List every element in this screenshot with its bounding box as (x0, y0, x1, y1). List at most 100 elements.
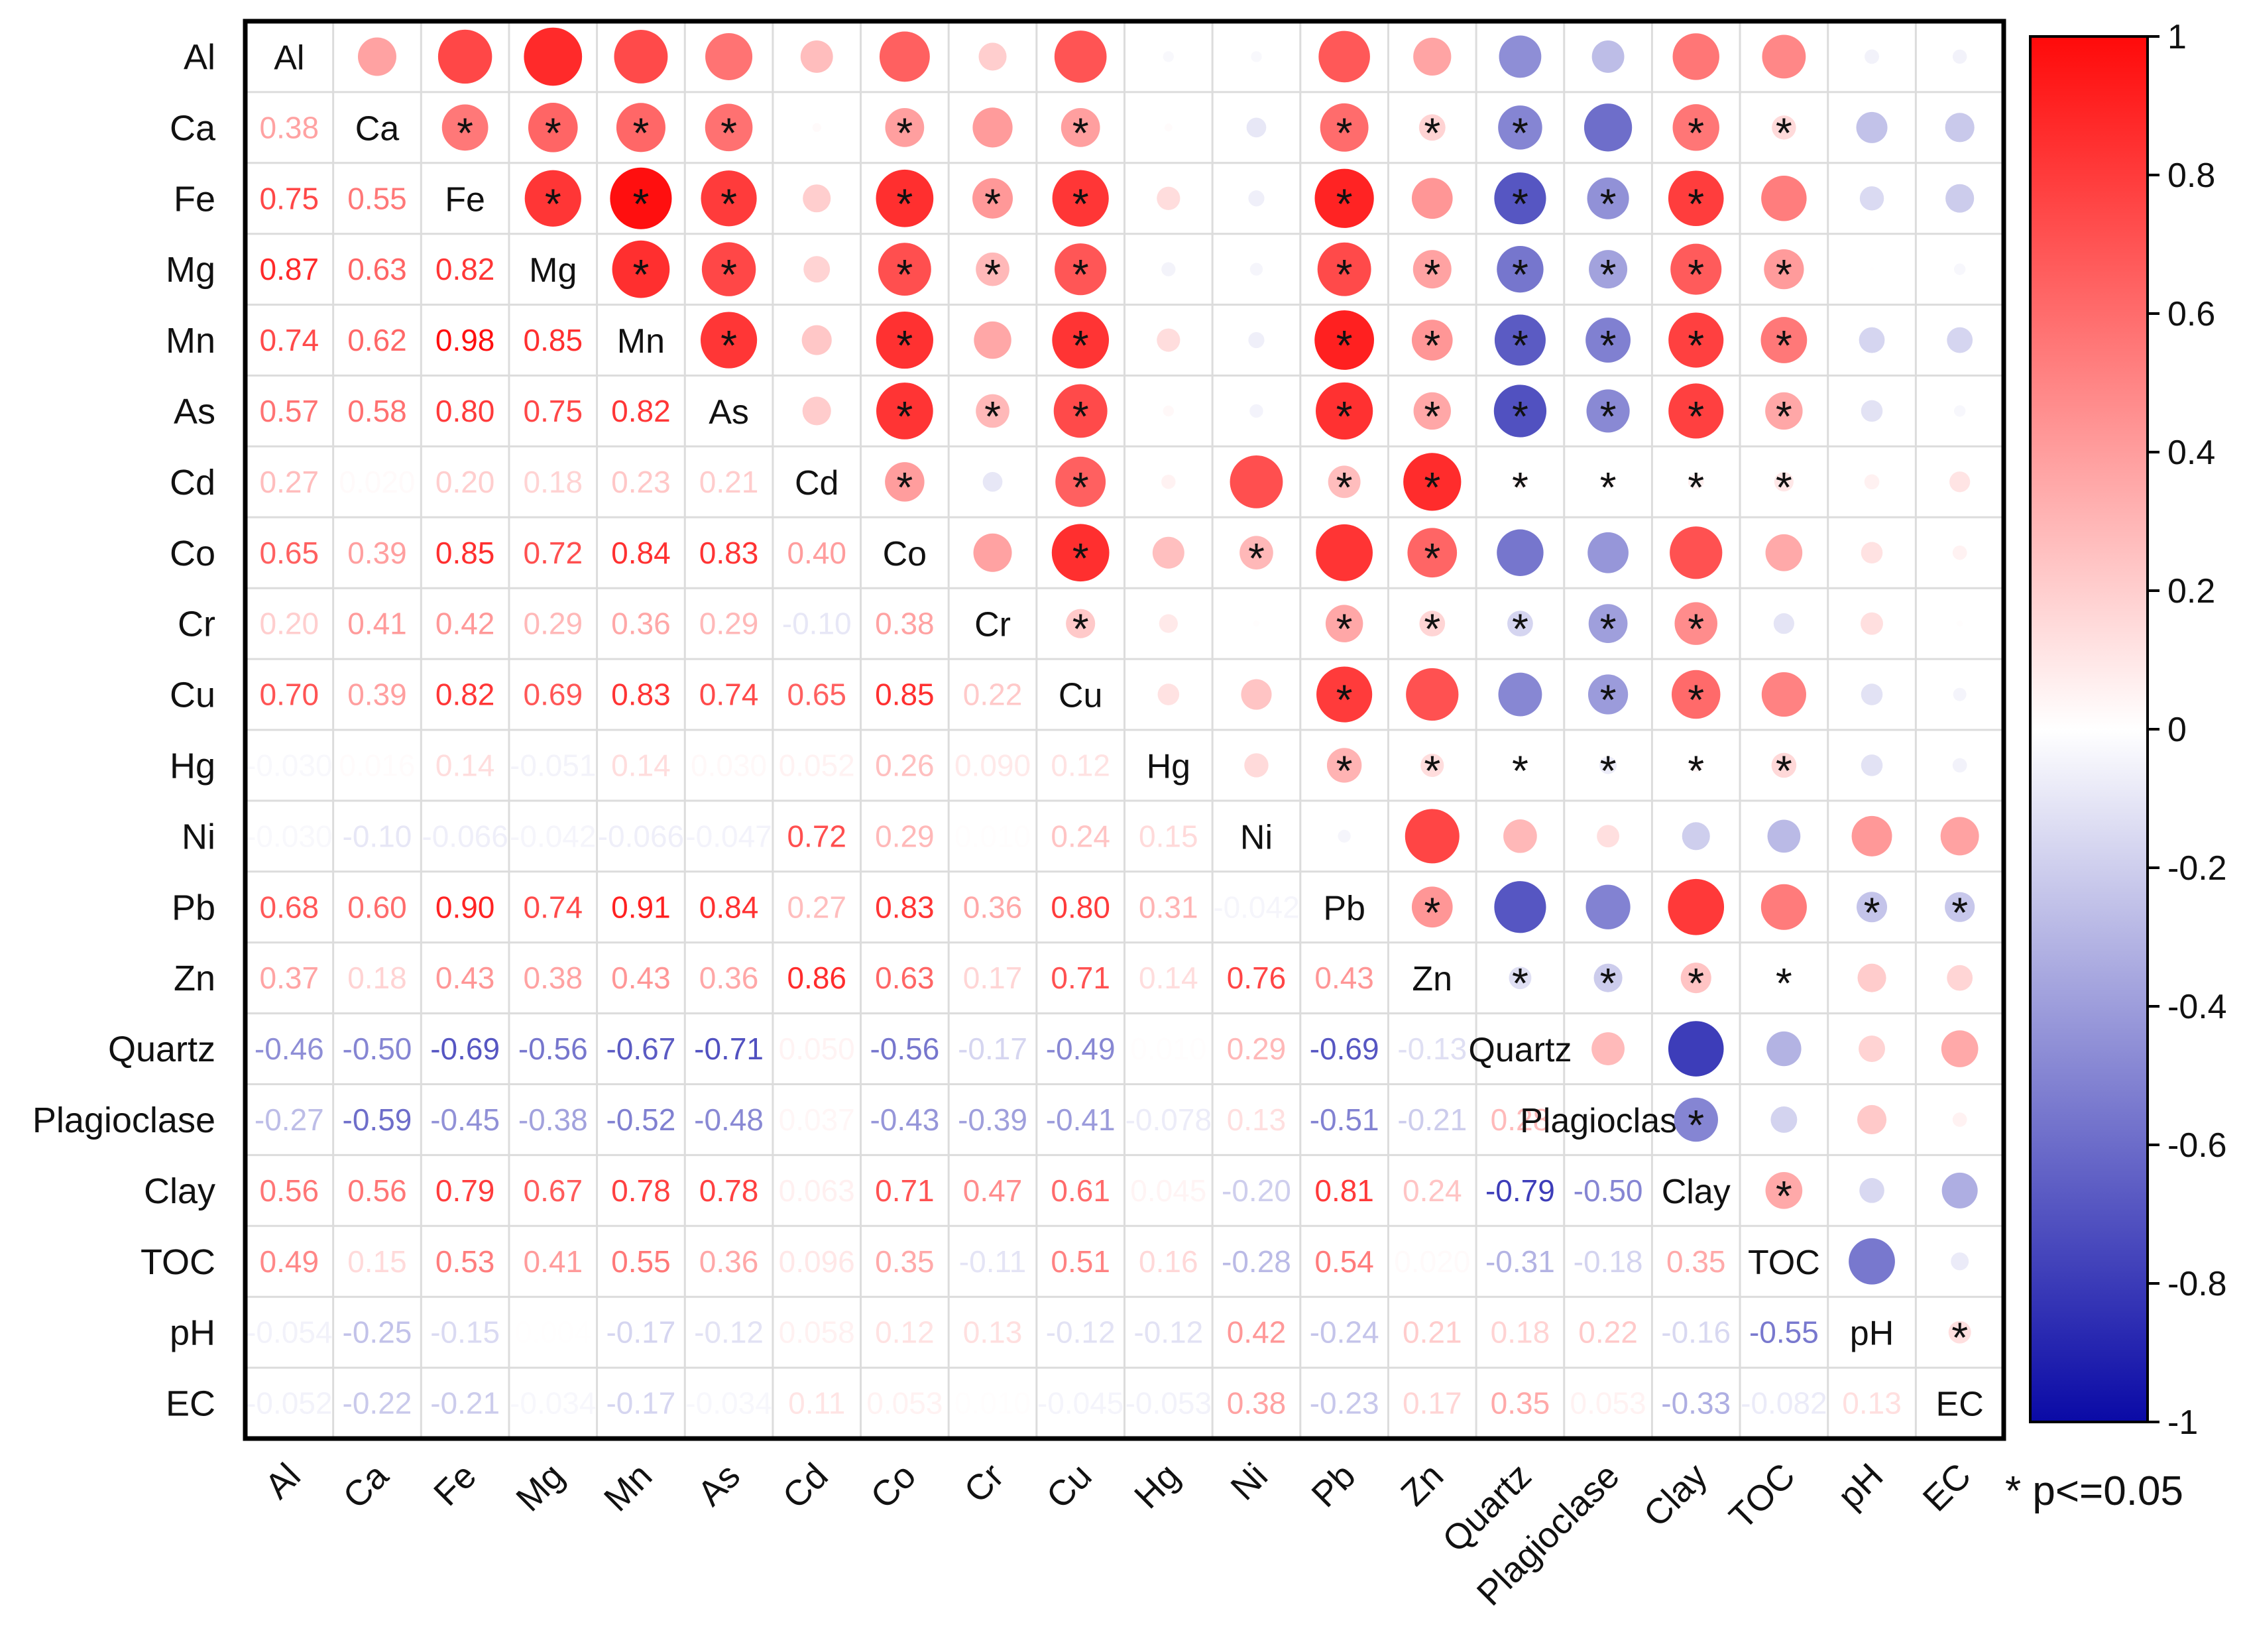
coef-Ni-Fe: -0.066 (422, 819, 508, 853)
circle-Mg-Mn (612, 240, 670, 298)
col-label-Co: Co (863, 1456, 923, 1516)
diagonal-label-Plagioclase: Plagioclase (1520, 1102, 1696, 1140)
sig-star-Cu-Pb: * (1336, 676, 1353, 724)
row-label-EC: EC (166, 1384, 215, 1424)
colorbar-label-2: 0.6 (2167, 295, 2215, 333)
circle-Plagioclase-EC (1952, 1112, 1967, 1127)
circle-Mn-Hg (1157, 328, 1180, 352)
sig-star-Mg-Quartz: * (1512, 251, 1528, 298)
coef-Plagioclase-Zn: -0.21 (1397, 1102, 1467, 1137)
sig-star-Mg-Co: * (896, 251, 913, 298)
circle-Co-Cu (1051, 524, 1110, 582)
circle-Pb-Quartz (1494, 881, 1546, 933)
coef-Plagioclase-Cu: -0.41 (1046, 1102, 1116, 1137)
circle-Co-Clay (1670, 526, 1723, 579)
sig-star-Mn-Quartz: * (1512, 322, 1528, 369)
coef-TOC-Mn: 0.55 (611, 1244, 671, 1279)
sig-star-Mn-Pb: * (1336, 322, 1353, 369)
circle-Mn-Quartz (1494, 314, 1546, 366)
coef-TOC-Clay: 0.35 (1666, 1244, 1726, 1279)
coef-Zn-Ni: 0.76 (1227, 961, 1287, 995)
diagonal-label-Cd: Cd (795, 464, 838, 502)
sig-star-Mn-Co: * (896, 322, 913, 369)
circle-Fe-Cd (803, 184, 831, 213)
circle-Cu-Ni (1241, 679, 1272, 710)
coef-Zn-Fe: 0.43 (435, 961, 495, 995)
circle-Al-EC (1952, 49, 1967, 64)
circle-Clay-pH (1859, 1178, 1884, 1203)
circle-Mn-Cr (974, 321, 1011, 359)
sig-star-Co-Cu: * (1072, 534, 1089, 582)
coef-Clay-Ca: 0.56 (347, 1173, 407, 1208)
sig-star-Zn-Plagioclase: * (1600, 959, 1617, 1007)
coef-Clay-Mn: 0.78 (611, 1173, 671, 1208)
coef-Cu-Mg: 0.69 (524, 678, 583, 712)
coef-Clay-Ni: -0.20 (1222, 1173, 1291, 1208)
sig-star-Ca-Fe: * (457, 109, 473, 156)
circle-Al-Zn (1413, 37, 1452, 76)
coef-EC-Clay: -0.33 (1661, 1386, 1731, 1421)
circle-As-EC (1954, 405, 1966, 417)
coef-Clay-Fe: 0.79 (435, 1173, 495, 1208)
circle-Ca-Zn (1418, 114, 1446, 141)
coef-pH-Plagioclase: 0.22 (1578, 1315, 1638, 1350)
sig-star-Ca-Mn: * (632, 109, 649, 156)
sig-star-Hg-Clay: * (1688, 746, 1704, 794)
sig-star-Fe-Plagioclase: * (1600, 180, 1617, 227)
circle-Clay-TOC (1765, 1172, 1803, 1209)
plot-frame (243, 19, 2006, 1441)
sig-star-Cr-Plagioclase: * (1600, 605, 1617, 653)
diagonal-label-Cu: Cu (1059, 677, 1102, 715)
circle-As-Pb (1316, 382, 1373, 440)
coef-TOC-Mg: 0.41 (524, 1244, 583, 1279)
diagonal-label-Ca: Ca (355, 109, 400, 148)
diagonal-label-pH: pH (1850, 1315, 1894, 1353)
circle-Al-Hg (1163, 51, 1174, 62)
circle-Plagioclase-Clay (1674, 1097, 1718, 1142)
circle-Quartz-pH (1859, 1035, 1885, 1063)
coef-pH-Cd: 0.058 (779, 1315, 855, 1350)
circle-Cd-Co (885, 462, 925, 502)
coef-pH-Al: -0.054 (246, 1315, 332, 1350)
coef-Plagioclase-Al: -0.27 (255, 1102, 324, 1137)
circle-Cu-Quartz (1498, 672, 1542, 717)
col-label-As: As (690, 1456, 748, 1513)
col-label-Ni: Ni (1223, 1456, 1275, 1507)
row-label-Cr: Cr (178, 605, 215, 644)
coef-Cu-Cd: 0.65 (787, 678, 846, 712)
row-label-Al: Al (184, 37, 215, 77)
coef-Plagioclase-As: -0.48 (694, 1102, 764, 1137)
sig-star-As-Plagioclase: * (1600, 392, 1617, 440)
circle-Co-Ni (1239, 536, 1273, 570)
coef-Cd-Al: 0.27 (260, 465, 319, 499)
circle-TOC-pH (1849, 1238, 1895, 1285)
coef-Cr-Fe: 0.42 (435, 607, 495, 641)
coef-Mg-Al: 0.87 (260, 252, 319, 286)
circle-Fe-Hg (1157, 186, 1180, 210)
circle-Co-TOC (1765, 534, 1803, 571)
coef-Zn-Cr: 0.17 (963, 961, 1023, 995)
coef-pH-Pb: -0.24 (1310, 1315, 1379, 1350)
circle-Quartz-TOC (1766, 1031, 1802, 1067)
circle-Hg-pH (1861, 754, 1883, 776)
sig-star-Hg-Quartz: * (1512, 746, 1528, 794)
circle-Mn-Cu (1052, 312, 1110, 369)
sig-star-Mn-Cu: * (1072, 322, 1089, 369)
coef-EC-Ca: -0.22 (343, 1386, 412, 1421)
coef-Quartz-Cd: 0.050 (779, 1032, 855, 1066)
col-label-TOC: TOC (1722, 1456, 1803, 1537)
sig-star-Ca-Mg: * (545, 109, 561, 156)
sig-star-Ca-Co: * (896, 109, 913, 156)
circle-Mg-As (701, 242, 756, 296)
row-label-As: As (174, 392, 215, 432)
coef-Hg-Fe: 0.14 (435, 748, 495, 782)
sig-star-Fe-Co: * (896, 180, 913, 227)
coef-EC-Pb: -0.23 (1310, 1386, 1379, 1421)
sig-star-Fe-Cr: * (984, 180, 1001, 227)
sig-star-Mg-Cu: * (1072, 251, 1089, 298)
diagonal-label-Mn: Mn (617, 322, 665, 361)
coef-Mn-Al: 0.74 (260, 323, 319, 357)
sig-star-Mg-As: * (720, 251, 737, 298)
sig-star-Cd-Pb: * (1336, 463, 1353, 511)
row-label-Mn: Mn (166, 321, 215, 361)
